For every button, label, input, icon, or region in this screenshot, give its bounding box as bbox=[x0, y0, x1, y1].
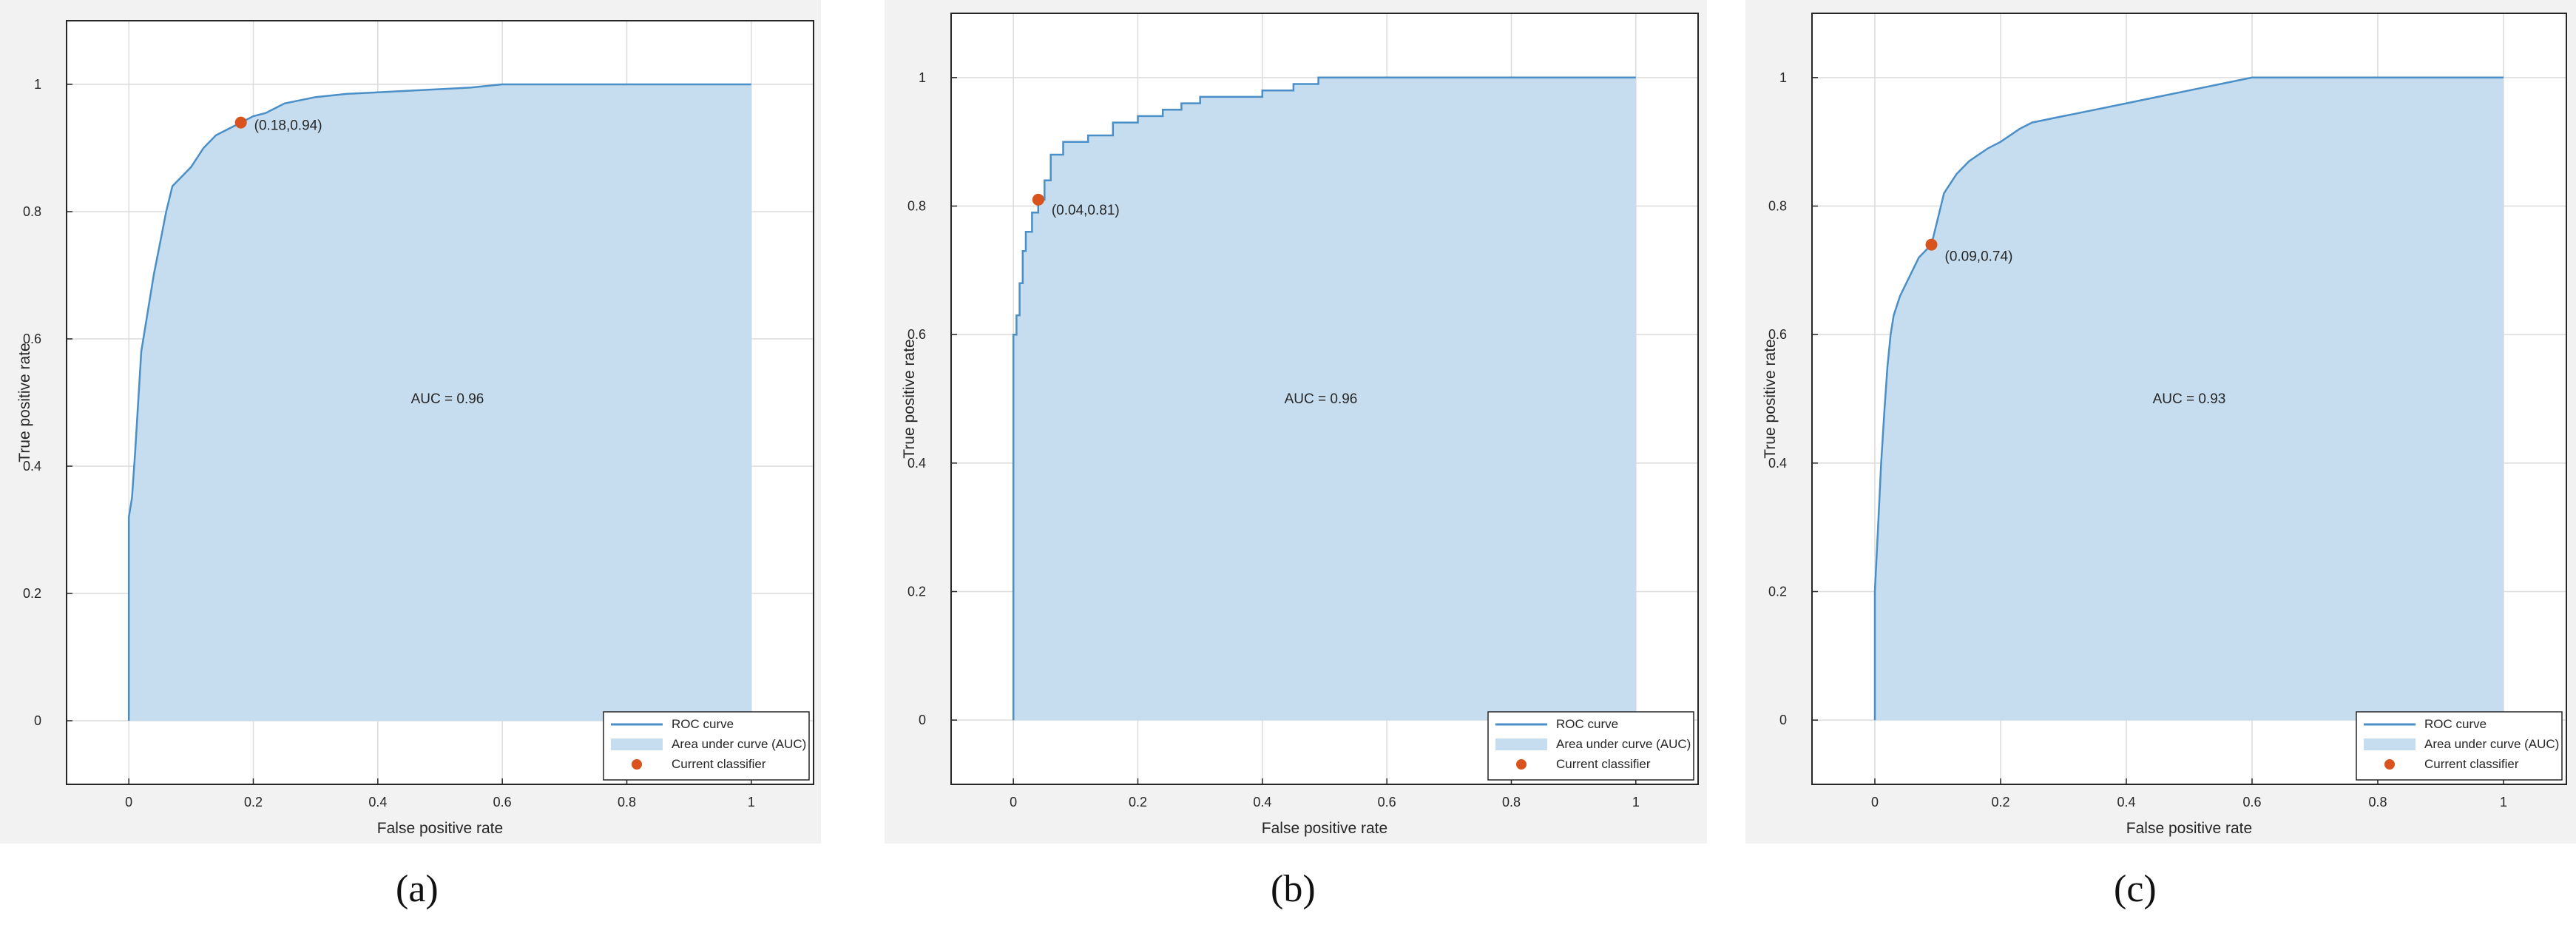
current-classifier-point bbox=[234, 116, 247, 129]
y-tick-label: 0.2 bbox=[23, 586, 41, 601]
roc-curve-line bbox=[1873, 76, 2504, 721]
current-classifier-label: (0.04,0.81) bbox=[1052, 203, 1120, 218]
x-tick-label: 1 bbox=[2500, 795, 2507, 810]
current-classifier-point bbox=[1925, 238, 1938, 251]
y-tick-label: 0 bbox=[919, 713, 926, 727]
x-tick-label: 1 bbox=[1632, 795, 1640, 810]
y-tick-label: 0.4 bbox=[23, 459, 41, 474]
y-tick-label: 0.6 bbox=[907, 327, 926, 342]
chart-panel-c: 0 0.2 0.4 0.6 0.8 1 0 0.2 0.4 0.6 0.8 1 False positi… bbox=[1745, 0, 2576, 844]
legend-swatch-auc bbox=[2364, 738, 2416, 750]
auc-label: AUC = 0.96 bbox=[411, 391, 484, 407]
caption-c: (c) bbox=[2114, 868, 2157, 910]
auc-area bbox=[1875, 77, 2504, 721]
legend-swatch-classifier bbox=[2384, 759, 2395, 770]
y-tick-label: 1 bbox=[1779, 70, 1787, 85]
x-tick-label: 0.4 bbox=[2117, 795, 2135, 810]
axes-border bbox=[950, 13, 1699, 785]
y-tick-label: 0.8 bbox=[907, 199, 926, 214]
roc-curve-line bbox=[1012, 76, 1636, 721]
x-tick-label: 0.6 bbox=[1378, 795, 1396, 810]
x-tick-label: 1 bbox=[748, 795, 755, 810]
x-tick-label: 0.8 bbox=[1502, 795, 1521, 810]
y-tick-label: 0.4 bbox=[907, 456, 926, 471]
axes-border bbox=[1811, 13, 2567, 785]
auc-label: AUC = 0.96 bbox=[1285, 391, 1358, 407]
auc-area bbox=[1013, 77, 1636, 721]
legend-entry: Current classifier bbox=[2424, 757, 2519, 771]
x-tick-label: 0.2 bbox=[1991, 795, 2009, 810]
legend-entry: Area under curve (AUC) bbox=[1556, 737, 1691, 751]
y-tick-label: 0.2 bbox=[907, 585, 926, 599]
current-classifier-label: (0.18,0.94) bbox=[254, 118, 322, 134]
axes-border bbox=[66, 20, 814, 785]
roc-chart-c: 0 0.2 0.4 0.6 0.8 1 0 0.2 0.4 0.6 0.8 1 False positi… bbox=[1745, 0, 2576, 844]
y-tick-label: 0.8 bbox=[23, 204, 41, 219]
current-classifier-label: (0.09,0.74) bbox=[1945, 249, 2013, 265]
x-tick-label: 0.4 bbox=[368, 795, 387, 810]
auc-label: AUC = 0.93 bbox=[2153, 391, 2226, 407]
x-tick-label: 0 bbox=[1010, 795, 1017, 810]
roc-chart-b: 0 0.2 0.4 0.6 0.8 1 0 0.2 0.4 0.6 0.8 1 False positi… bbox=[885, 0, 1707, 844]
x-axis-label: False positive rate bbox=[2126, 820, 2252, 837]
y-tick-label: 0.4 bbox=[1768, 456, 1787, 471]
y-tick-label: 0.2 bbox=[1768, 585, 1787, 599]
current-classifier-point bbox=[1032, 193, 1044, 206]
y-tick-label: 0 bbox=[1779, 713, 1787, 727]
y-tick-label: 0 bbox=[34, 713, 41, 728]
legend-swatch-classifier bbox=[632, 759, 642, 770]
legend-entry: ROC curve bbox=[1556, 717, 1618, 731]
y-axis-label: True positive rate bbox=[1762, 339, 1779, 458]
y-tick-label: 0.8 bbox=[1768, 199, 1787, 214]
y-tick-label: 1 bbox=[919, 70, 926, 85]
x-axis-label: False positive rate bbox=[1262, 820, 1387, 837]
x-axis-label: False positive rate bbox=[377, 820, 503, 837]
legend-swatch-auc bbox=[1495, 738, 1547, 750]
legend-entry: ROC curve bbox=[672, 717, 734, 731]
chart-panel-b: 0 0.2 0.4 0.6 0.8 1 0 0.2 0.4 0.6 0.8 1 False positi… bbox=[885, 0, 1707, 844]
legend-entry: Area under curve (AUC) bbox=[2424, 737, 2559, 751]
caption-a: (a) bbox=[396, 868, 439, 910]
roc-chart-a: 0 0.2 0.4 0.6 0.8 1 0 0.2 0.4 0.6 0.8 1 False positi… bbox=[0, 0, 821, 844]
legend-swatch-auc bbox=[611, 738, 663, 750]
x-tick-label: 0.4 bbox=[1253, 795, 1271, 810]
x-tick-label: 0.8 bbox=[2368, 795, 2387, 810]
x-tick-label: 0.6 bbox=[2242, 795, 2261, 810]
x-tick-label: 0 bbox=[1871, 795, 1879, 810]
roc-curve-line bbox=[127, 83, 751, 721]
legend-entry: Current classifier bbox=[1556, 757, 1651, 771]
y-tick-label: 0.6 bbox=[23, 331, 41, 346]
y-axis-label: True positive rate bbox=[16, 343, 33, 462]
chart-panel-a: 0 0.2 0.4 0.6 0.8 1 0 0.2 0.4 0.6 0.8 1 False positi… bbox=[0, 0, 821, 844]
legend-swatch-classifier bbox=[1516, 759, 1527, 770]
y-tick-label: 0.6 bbox=[1768, 327, 1787, 342]
x-tick-label: 0.6 bbox=[493, 795, 512, 810]
x-tick-label: 0.2 bbox=[244, 795, 263, 810]
x-tick-label: 0.8 bbox=[618, 795, 636, 810]
x-tick-label: 0 bbox=[125, 795, 132, 810]
y-tick-label: 1 bbox=[34, 77, 41, 92]
x-tick-label: 0.2 bbox=[1129, 795, 1147, 810]
legend-entry: Area under curve (AUC) bbox=[672, 737, 806, 751]
legend-entry: Current classifier bbox=[672, 757, 766, 771]
auc-area bbox=[129, 84, 751, 721]
caption-b: (b) bbox=[1271, 868, 1316, 910]
legend-entry: ROC curve bbox=[2424, 717, 2487, 731]
y-axis-label: True positive rate bbox=[901, 339, 918, 458]
